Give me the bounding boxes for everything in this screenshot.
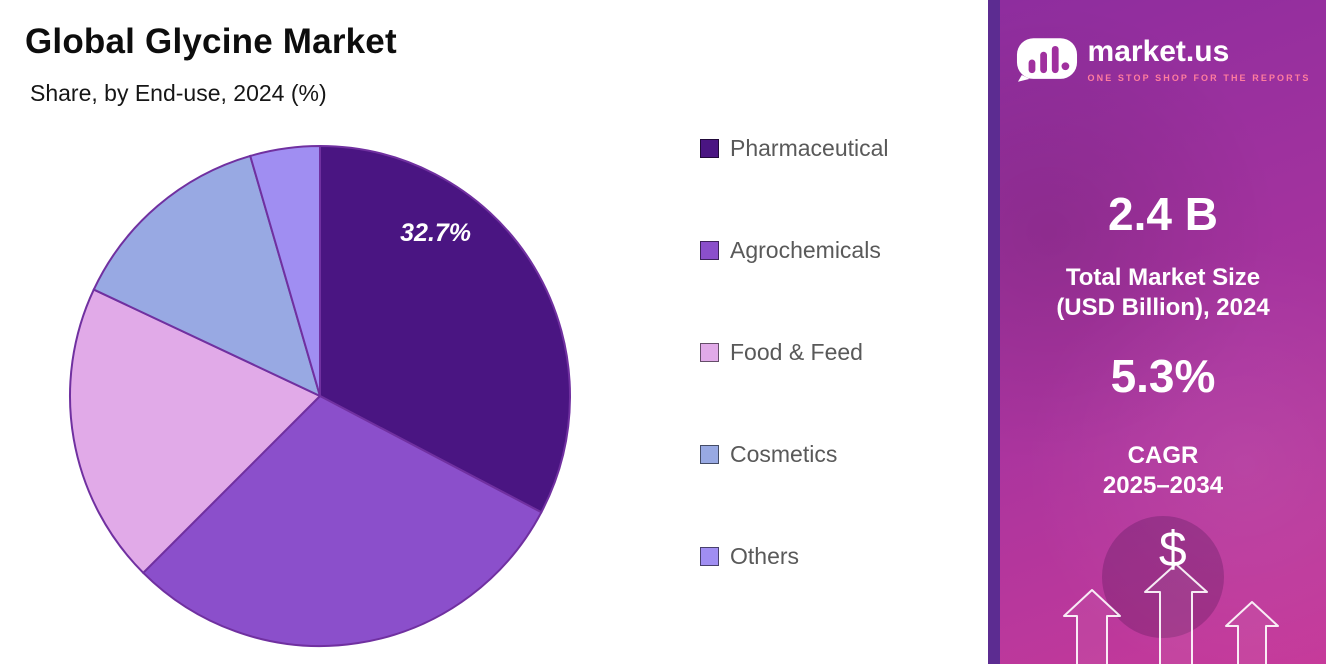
legend-item-others: Others: [700, 541, 889, 571]
info-panel: market.us ONE STOP SHOP FOR THE REPORTS …: [988, 0, 1326, 664]
legend-item-agrochemicals: Agrochemicals: [700, 235, 889, 265]
legend-item-cosmetics: Cosmetics: [700, 439, 889, 469]
brand-name: market.us: [1087, 34, 1230, 68]
chart-area: Global Glycine Market Share, by End-use,…: [25, 22, 889, 654]
legend-item-food-feed: Food & Feed: [700, 337, 889, 367]
chart-subtitle: Share, by End-use, 2024 (%): [30, 80, 327, 106]
page-title: Global Glycine Market: [25, 22, 397, 61]
pie-chart-svg: 32.7%: [69, 144, 571, 648]
legend-swatch-icon: [700, 342, 719, 362]
brand-tagline: ONE STOP SHOP FOR THE REPORTS: [1087, 72, 1311, 83]
pie-slice-agrochemicals: [141, 394, 543, 648]
panel-accent-strip: [988, 0, 1000, 664]
legend-swatch-icon: [700, 240, 719, 260]
legend-item-pharmaceutical: Pharmaceutical: [700, 133, 889, 163]
legend-label: Cosmetics: [730, 440, 838, 467]
brand: market.us ONE STOP SHOP FOR THE REPORTS: [1000, 36, 1326, 83]
market-size-label-line2: (USD Billion), 2024: [1056, 294, 1270, 321]
pie-slice-others: [249, 144, 321, 397]
marketus-logo-icon: [1016, 38, 1077, 82]
pie-slice-cosmetics: [92, 154, 322, 398]
legend-label: Pharmaceutical: [730, 134, 889, 161]
growth-arrows-icon: [1063, 563, 1279, 664]
market-size-value: 2.4 B: [1108, 188, 1218, 240]
market-size-label-line1: Total Market Size: [1065, 264, 1261, 291]
legend-swatch-icon: [700, 138, 719, 158]
cagr-label-line2: 2025–2034: [1102, 472, 1224, 499]
legend-label: Agrochemicals: [730, 236, 881, 263]
legend-swatch-icon: [700, 546, 719, 566]
chart-legend: Pharmaceutical Agrochemicals Food & Feed Co…: [700, 133, 889, 571]
pie-slice-pharmaceutical: [319, 144, 571, 514]
pie-slice-food-feed: [69, 288, 322, 575]
cagr-label-line1: CAGR: [1127, 442, 1199, 469]
cagr-value: 5.3%: [1110, 350, 1216, 402]
legend-label: Food & Feed: [730, 338, 863, 365]
cagr-label: CAGR 2025–2034: [1000, 441, 1326, 501]
market-size-label: Total Market Size (USD Billion), 2024: [1000, 263, 1326, 323]
brand-text: market.us ONE STOP SHOP FOR THE REPORTS: [1087, 34, 1311, 83]
pie-data-label: 32.7%: [400, 219, 471, 247]
panel-body: market.us ONE STOP SHOP FOR THE REPORTS …: [1000, 0, 1326, 664]
legend-swatch-icon: [700, 444, 719, 464]
pie-chart: 32.7%: [62, 138, 578, 654]
legend-label: Others: [730, 542, 800, 569]
